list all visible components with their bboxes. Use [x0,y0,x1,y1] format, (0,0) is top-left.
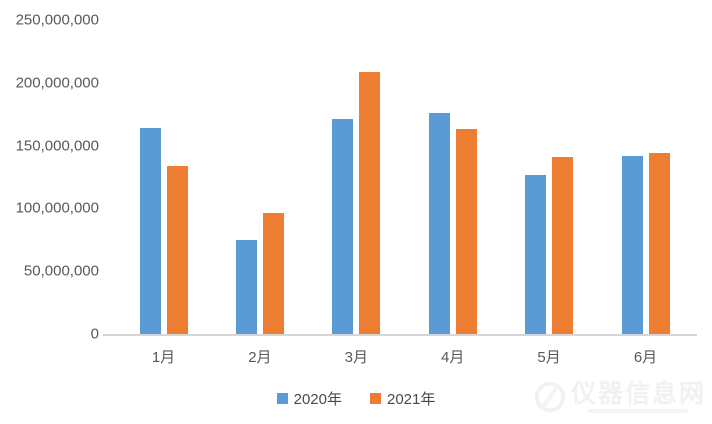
x-axis-label-6月: 6月 [633,349,658,366]
bar-2021年-5月 [552,156,574,334]
watermark-subline [588,409,689,413]
legend-swatch-2021-icon [370,393,381,404]
plot-area [103,20,697,336]
bar-2020年-6月 [621,155,643,334]
x-axis-label-1月: 1月 [151,349,176,366]
legend-label-2020: 2020年 [293,391,342,408]
bar-2020年-5月 [525,174,547,334]
y-tick-label: 50,000,000 [23,262,99,280]
y-tick-label: 100,000,000 [15,199,99,217]
y-tick-label: 200,000,000 [15,74,99,92]
bar-2020年-1月 [139,128,161,334]
y-tick-label: 0 [90,325,99,343]
bar-2021年-6月 [648,153,670,334]
bar-2020年-2月 [235,239,257,334]
x-axis-label-3月: 3月 [344,349,368,366]
bar-2020年-3月 [332,119,354,334]
chart-legend: 2020年 2021年 [0,388,712,409]
y-tick-label: 150,000,000 [15,137,99,155]
bar-2021年-1月 [166,165,188,334]
legend-item-2021: 2021年 [370,388,435,409]
legend-label-2021: 2021年 [387,391,436,408]
bar-2021年-2月 [262,213,284,334]
x-axis-line [103,334,697,336]
x-axis-label-4月: 4月 [441,349,465,366]
legend-swatch-2020-icon [276,393,288,404]
bar-2021年-3月 [359,71,381,334]
bar-2021年-4月 [455,129,477,334]
x-axis-label-5月: 5月 [537,349,561,366]
y-tick-label: 250,000,000 [15,11,99,29]
bar-2020年-4月 [428,112,450,334]
legend-item-2020: 2020年 [276,388,342,409]
x-axis-label-2月: 2月 [248,349,272,366]
